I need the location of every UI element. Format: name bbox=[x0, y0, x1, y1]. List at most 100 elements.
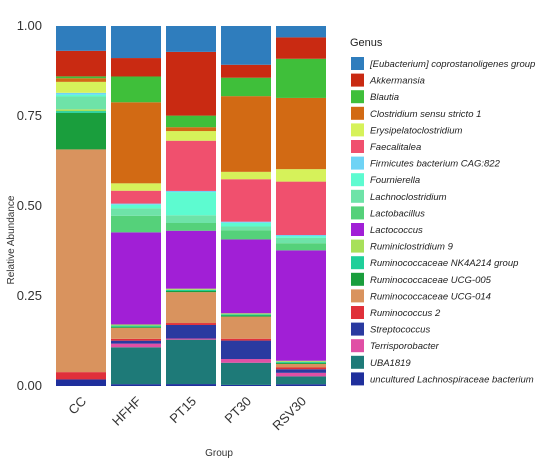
bar-segment bbox=[111, 347, 161, 385]
legend-swatch bbox=[351, 239, 364, 253]
bar-segment bbox=[56, 26, 106, 51]
bar-segment bbox=[221, 362, 271, 385]
bar-segment bbox=[166, 51, 216, 116]
bar-segment bbox=[166, 292, 216, 324]
bar-segment bbox=[276, 369, 326, 373]
bar-segment bbox=[166, 290, 216, 293]
bar-segment bbox=[221, 230, 271, 240]
bar-segment bbox=[221, 384, 271, 386]
bar-segment bbox=[166, 131, 216, 141]
bar-segment bbox=[56, 379, 106, 386]
x-tick-label: HFHF bbox=[109, 393, 144, 428]
bar-segment bbox=[111, 232, 161, 325]
bar-segment bbox=[276, 236, 326, 238]
legend-swatch bbox=[351, 106, 364, 120]
bar-segment bbox=[221, 340, 271, 360]
bar-segment bbox=[221, 314, 271, 316]
bar-segment bbox=[111, 343, 161, 348]
legend-label: Clostridium sensu stricto 1 bbox=[370, 109, 481, 120]
bar-segment bbox=[221, 171, 271, 180]
legend-title: Genus bbox=[350, 37, 383, 49]
bar-segment bbox=[111, 76, 161, 103]
bar-segment bbox=[221, 26, 271, 65]
bar-segment bbox=[111, 340, 161, 344]
bar-segment bbox=[276, 361, 326, 363]
y-axis-ticks: 0.00 0.25 0.50 0.75 1.00 bbox=[17, 18, 42, 393]
bar-segment bbox=[166, 140, 216, 191]
legend-label: Ruminococcaceae UCG-005 bbox=[370, 275, 492, 286]
legend-swatch bbox=[351, 90, 364, 104]
legend-label: Streptococcus bbox=[370, 325, 430, 336]
legend-label: Lactobacillus bbox=[370, 208, 425, 219]
bar-segment bbox=[166, 26, 216, 52]
bar-segment bbox=[111, 183, 161, 191]
legend-swatch bbox=[351, 156, 364, 170]
bar-segment bbox=[221, 96, 271, 172]
legend-swatch bbox=[351, 322, 364, 336]
legend-swatch bbox=[351, 272, 364, 286]
bar-segment bbox=[276, 362, 326, 364]
legend-swatch bbox=[351, 123, 364, 137]
bar-segment bbox=[221, 316, 271, 339]
bar-segment bbox=[111, 203, 161, 205]
bar-segment bbox=[221, 64, 271, 78]
legend-label: Firmicutes bacterium CAG:822 bbox=[370, 159, 501, 170]
bar-segment bbox=[111, 26, 161, 59]
legend-label: Terrisporobacter bbox=[370, 341, 440, 352]
bar-segment bbox=[56, 94, 106, 97]
bar-segment bbox=[276, 26, 326, 38]
bar-segment bbox=[166, 230, 216, 289]
bar-segment bbox=[276, 181, 326, 236]
bar-segment bbox=[56, 81, 106, 93]
bar-segment bbox=[221, 313, 271, 315]
legend-swatch bbox=[351, 206, 364, 220]
legend-swatch bbox=[351, 173, 364, 187]
bar-segment bbox=[166, 323, 216, 325]
bar-segment bbox=[111, 326, 161, 328]
bar-segment bbox=[111, 190, 161, 204]
bar-segment bbox=[56, 78, 106, 82]
bar-segment bbox=[56, 111, 106, 113]
bar-segment bbox=[166, 215, 216, 223]
legend-swatch bbox=[351, 73, 364, 87]
bar-segment bbox=[221, 179, 271, 222]
bar-segment bbox=[221, 359, 271, 363]
bar-segment bbox=[111, 58, 161, 77]
bar-segment bbox=[221, 77, 271, 97]
bar-segment bbox=[166, 288, 216, 290]
bar-segment bbox=[111, 324, 161, 326]
bar-segment bbox=[166, 338, 216, 340]
legend-swatch bbox=[351, 306, 364, 319]
legend-label: Faecalitalea bbox=[370, 142, 421, 153]
bar-segment bbox=[166, 384, 216, 386]
bar-segment bbox=[111, 204, 161, 209]
bar-segment bbox=[56, 372, 106, 380]
bar-segment bbox=[56, 109, 106, 112]
x-tick-label: CC bbox=[65, 394, 89, 418]
bar-segment bbox=[276, 384, 326, 386]
y-tick-label: 1.00 bbox=[17, 18, 42, 33]
bar-segment bbox=[276, 169, 326, 182]
bar-segment bbox=[56, 112, 106, 150]
legend-label: Ruminococcaceae NK4A214 group bbox=[370, 258, 518, 269]
x-tick-label: RSV30 bbox=[269, 394, 309, 434]
bar-segment bbox=[166, 115, 216, 128]
bar-segment bbox=[276, 360, 326, 362]
legend-swatch bbox=[351, 189, 364, 203]
bar-segment bbox=[166, 339, 216, 385]
bars-layer bbox=[56, 26, 326, 386]
y-tick-label: 0.00 bbox=[17, 378, 42, 393]
x-axis-title: Group bbox=[205, 448, 233, 459]
y-tick-label: 0.25 bbox=[17, 288, 42, 303]
bar-segment bbox=[56, 92, 106, 95]
legend-label: [Eubacterium] coprostanoligenes group bbox=[369, 59, 535, 70]
bar-segment bbox=[166, 222, 216, 231]
bar-segment bbox=[166, 192, 216, 216]
bar-segment bbox=[221, 239, 271, 314]
bar-segment bbox=[276, 235, 326, 237]
bar-segment bbox=[276, 367, 326, 370]
bar-segment bbox=[56, 50, 106, 77]
bar-segment bbox=[221, 222, 271, 227]
bar-segment bbox=[276, 97, 326, 170]
